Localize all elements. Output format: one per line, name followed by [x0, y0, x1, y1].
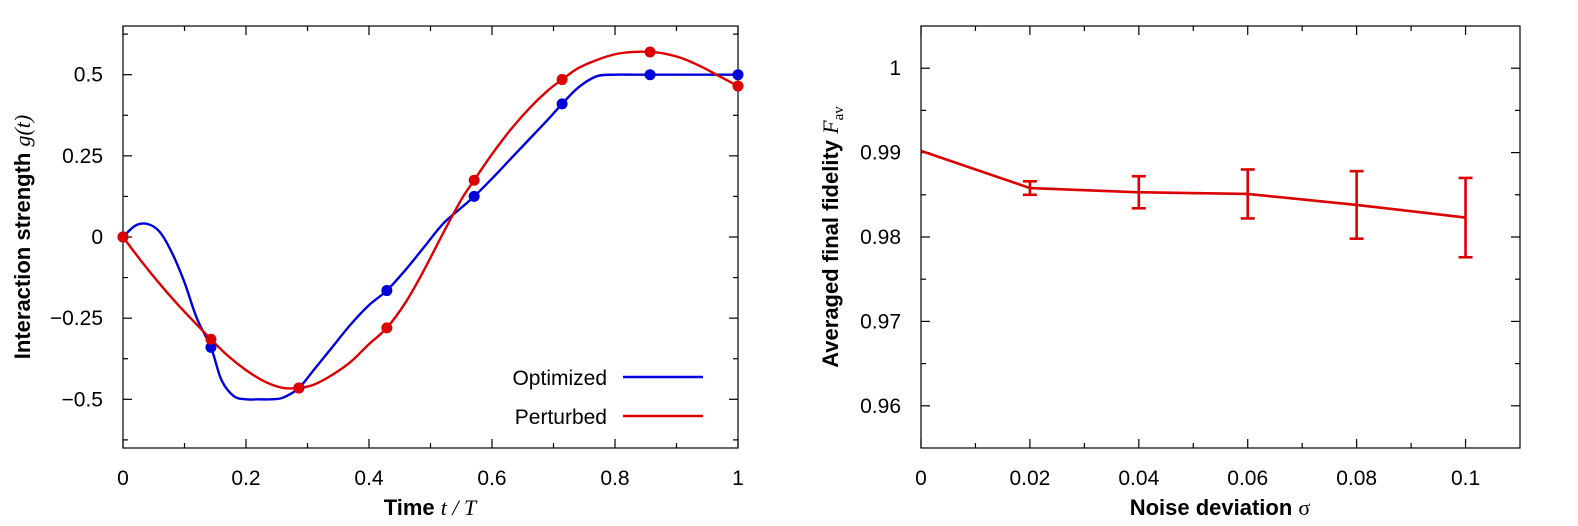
right-y-tick-label: 0.98	[860, 226, 901, 249]
left-y-tick-label: −0.5	[62, 388, 103, 411]
error-bar	[1458, 176, 1473, 259]
error-bar	[1240, 168, 1255, 220]
error-bar	[1131, 174, 1146, 210]
right-x-tick-label: 0.02	[1009, 467, 1050, 490]
optimized-marker	[381, 285, 393, 297]
left-y-tick-label: −0.25	[50, 307, 103, 330]
right-y-tick-label: 0.97	[860, 310, 901, 333]
left-x-tick-label: 0	[117, 467, 129, 490]
perturbed-marker	[205, 333, 217, 345]
perturbed-marker	[117, 231, 129, 243]
right-y-tick-label: 0.99	[860, 142, 901, 165]
left-x-tick-label: 0.4	[354, 467, 384, 490]
right-ticks	[920, 26, 1520, 448]
legend-label-optimized: Optimized	[512, 367, 607, 390]
legend-label-perturbed: Perturbed	[515, 406, 607, 429]
right-x-tick-label: 0.08	[1336, 467, 1377, 490]
perturbed-marker	[293, 382, 305, 394]
fidelity-line	[920, 149, 1466, 219]
right-plot-frame	[920, 25, 1521, 449]
right-x-tick-label: 0.04	[1118, 467, 1159, 490]
left-y-tick-label: 0.25	[62, 145, 103, 168]
optimized-marker	[732, 69, 744, 81]
right-y-axis-label: Averaged final fidelity Fav	[818, 106, 847, 368]
left-y-tick-label: 0	[91, 226, 103, 249]
optimized-marker	[556, 98, 568, 110]
right-x-tick-labels: 0 0.02 0.04 0.06 0.08 0.1	[915, 467, 1480, 490]
legend: Optimized Perturbed	[512, 367, 703, 429]
right-y-tick-label: 0.96	[860, 395, 901, 418]
left-chart: 0 0.2 0.4 0.6 0.8 1 0.5 0.25 0 −0.25 −0.…	[10, 25, 744, 520]
error-bar	[1022, 179, 1037, 197]
left-y-tick-labels: 0.5 0.25 0 −0.25 −0.5	[50, 64, 103, 412]
optimized-curve	[122, 73, 738, 401]
perturbed-curve	[122, 50, 739, 390]
right-y-tick-labels: 1 0.99 0.98 0.97 0.96	[860, 57, 901, 418]
perturbed-marker	[732, 80, 744, 92]
left-x-tick-labels: 0 0.2 0.4 0.6 0.8 1	[117, 467, 744, 490]
optimized-marker	[205, 341, 217, 353]
left-x-tick-label: 0.6	[477, 467, 506, 490]
left-x-tick-label: 0.2	[231, 467, 260, 490]
left-y-tick-label: 0.5	[74, 64, 103, 87]
perturbed-marker	[468, 174, 480, 186]
right-y-tick-label: 1	[889, 57, 901, 80]
right-x-tick-label: 0.1	[1451, 467, 1480, 490]
optimized-marker	[468, 190, 480, 202]
error-bar	[1349, 169, 1364, 240]
error-bars	[1022, 168, 1473, 259]
right-x-tick-label: 0.06	[1227, 467, 1268, 490]
perturbed-marker	[556, 74, 568, 86]
left-x-tick-label: 0.8	[600, 467, 629, 490]
right-x-axis-label: Noise deviation σ	[1130, 495, 1311, 520]
right-x-tick-label: 0	[915, 467, 927, 490]
perturbed-marker	[644, 46, 656, 58]
left-markers	[117, 46, 744, 394]
left-x-tick-label: 1	[732, 467, 744, 490]
right-chart: 0 0.02 0.04 0.06 0.08 0.1 1 0.99 0.98 0.…	[818, 25, 1521, 520]
left-y-axis-label: Interaction strength g(t)	[10, 115, 35, 359]
left-x-axis-label: Time t / T	[384, 495, 478, 520]
perturbed-marker	[381, 322, 393, 334]
optimized-marker	[644, 69, 656, 81]
